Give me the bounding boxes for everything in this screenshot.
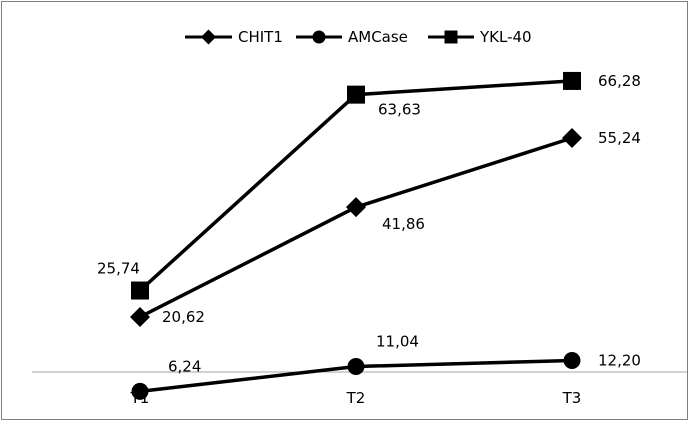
data-label-amcase-t1: 6,24 — [168, 357, 201, 375]
legend-marker-amcase — [312, 30, 326, 44]
data-point-ykl-40-t2 — [347, 85, 365, 104]
legend-item-chit1: CHIT1 — [185, 28, 283, 46]
data-label-chit1-t2: 41,86 — [382, 215, 425, 233]
data-label-ykl-40-t2: 63,63 — [378, 101, 421, 119]
series-amcase: 6,24 11,04 12,20 — [131, 333, 641, 400]
data-point-chit1-t1 — [130, 306, 150, 327]
data-label-chit1-t1: 20,62 — [162, 308, 205, 326]
data-point-amcase-t1 — [131, 382, 149, 400]
legend: CHIT1 AMCase YKL-40 — [185, 28, 532, 46]
legend-label-amcase: AMCase — [348, 28, 408, 46]
data-label-amcase-t3: 12,20 — [598, 352, 641, 370]
legend-label-ykl-40: YKL-40 — [479, 28, 532, 46]
legend-item-amcase: AMCase — [296, 28, 408, 46]
x-tick-label-t2: T2 — [346, 389, 366, 407]
data-point-ykl-40-t1 — [131, 281, 149, 300]
series-chit1: 20,62 41,86 55,24 — [130, 128, 641, 327]
x-tick-label-t3: T3 — [562, 389, 582, 407]
data-point-chit1-t2 — [346, 197, 366, 218]
x-axis-ticks: T1 T2 T3 — [130, 389, 582, 407]
legend-marker-chit1 — [201, 29, 216, 45]
data-point-amcase-t3 — [563, 352, 581, 370]
series-layer: 20,62 41,86 55,24 6,24 11,04 12,20 25,74 63,63 6… — [97, 71, 641, 400]
data-point-amcase-t2 — [347, 358, 365, 376]
data-label-ykl-40-t3: 66,28 — [598, 72, 641, 90]
data-label-ykl-40-t1: 25,74 — [97, 260, 140, 278]
x-tick-label-t1: T1 — [130, 389, 150, 407]
data-point-ykl-40-t3 — [563, 71, 581, 90]
data-point-chit1-t3 — [562, 128, 582, 149]
legend-label-chit1: CHIT1 — [238, 28, 283, 46]
data-label-amcase-t2: 11,04 — [376, 333, 419, 351]
legend-marker-ykl-40 — [444, 30, 458, 44]
data-label-chit1-t3: 55,24 — [598, 129, 641, 147]
series-ykl-40: 25,74 63,63 66,28 — [97, 71, 641, 300]
legend-item-ykl-40: YKL-40 — [428, 28, 532, 46]
